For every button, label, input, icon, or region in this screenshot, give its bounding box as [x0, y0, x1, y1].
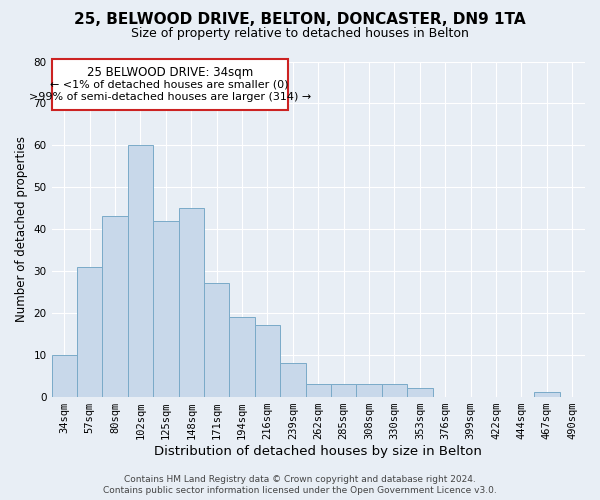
Y-axis label: Number of detached properties: Number of detached properties [15, 136, 28, 322]
Bar [103, 216, 128, 396]
Bar [255, 326, 280, 396]
Bar [305, 384, 331, 396]
Bar [179, 208, 204, 396]
Text: Contains HM Land Registry data © Crown copyright and database right 2024.: Contains HM Land Registry data © Crown c… [124, 475, 476, 484]
Bar [229, 317, 255, 396]
Text: ← <1% of detached houses are smaller (0): ← <1% of detached houses are smaller (0) [50, 79, 289, 89]
Bar [280, 363, 305, 396]
Bar [153, 220, 179, 396]
Bar [534, 392, 560, 396]
Bar [356, 384, 382, 396]
Text: Size of property relative to detached houses in Belton: Size of property relative to detached ho… [131, 28, 469, 40]
Bar [204, 284, 229, 397]
Text: Contains public sector information licensed under the Open Government Licence v3: Contains public sector information licen… [103, 486, 497, 495]
Bar [128, 146, 153, 396]
Text: 25 BELWOOD DRIVE: 34sqm: 25 BELWOOD DRIVE: 34sqm [86, 66, 253, 78]
Bar [382, 384, 407, 396]
Bar [77, 266, 103, 396]
Bar [331, 384, 356, 396]
Text: 25, BELWOOD DRIVE, BELTON, DONCASTER, DN9 1TA: 25, BELWOOD DRIVE, BELTON, DONCASTER, DN… [74, 12, 526, 28]
X-axis label: Distribution of detached houses by size in Belton: Distribution of detached houses by size … [154, 444, 482, 458]
Bar [407, 388, 433, 396]
Bar [52, 354, 77, 397]
FancyBboxPatch shape [52, 60, 288, 110]
Text: >99% of semi-detached houses are larger (314) →: >99% of semi-detached houses are larger … [29, 92, 311, 102]
